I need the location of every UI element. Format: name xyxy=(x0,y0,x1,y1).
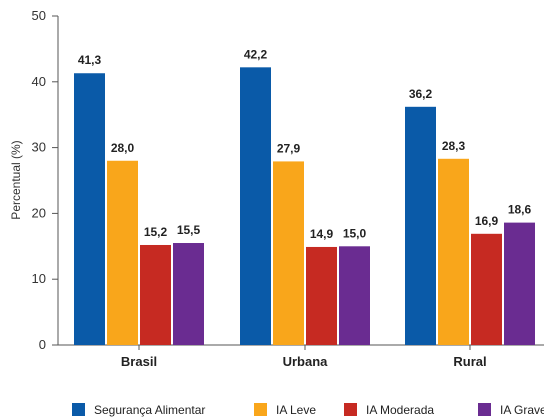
x-category-label: Urbana xyxy=(283,354,329,369)
legend-label: IA Grave xyxy=(500,403,544,417)
x-category-label: Brasil xyxy=(121,354,157,369)
bar-data-label: 14,9 xyxy=(310,227,334,241)
bar-data-label: 15,2 xyxy=(144,225,168,239)
bar xyxy=(504,222,535,345)
bar-data-label: 27,9 xyxy=(277,141,301,155)
x-axis: Brasil Urbana Rural xyxy=(58,344,544,369)
bar-data-label: 16,9 xyxy=(475,214,499,228)
bar xyxy=(173,243,204,345)
bar-data-label: 18,6 xyxy=(508,203,532,217)
bar xyxy=(438,158,469,345)
bar xyxy=(107,160,138,345)
legend-swatch xyxy=(478,403,491,416)
y-tick-label: 10 xyxy=(32,271,46,286)
y-tick-label: 20 xyxy=(32,205,46,220)
bar-data-label: 15,0 xyxy=(343,226,367,240)
bar xyxy=(306,246,337,345)
y-axis-label: Percentual (%) xyxy=(9,140,23,219)
bars-group: 41,3 28,0 15,2 15,5 42,2 27,9 14,9 15,0 36,2 28,3… xyxy=(74,47,535,345)
legend-label: Segurança Alimentar xyxy=(94,403,205,417)
y-tick-label: 30 xyxy=(32,140,46,155)
bar xyxy=(240,67,271,345)
bar-data-label: 36,2 xyxy=(409,87,433,101)
legend-swatch xyxy=(254,403,267,416)
legend-swatch xyxy=(72,403,85,416)
x-category-label: Rural xyxy=(453,354,486,369)
legend-swatch xyxy=(344,403,357,416)
bar xyxy=(339,246,370,345)
y-axis: 0 10 20 30 40 50 xyxy=(32,8,59,352)
bar-data-label: 41,3 xyxy=(78,53,102,67)
bar-data-label: 42,2 xyxy=(244,47,268,61)
y-tick-label: 0 xyxy=(39,337,46,352)
bar xyxy=(140,244,171,345)
legend-label: IA Moderada xyxy=(366,403,434,417)
legend-label: IA Leve xyxy=(276,403,316,417)
bar xyxy=(471,233,502,345)
bar-data-label: 28,0 xyxy=(111,141,135,155)
legend: Segurança Alimentar IA Leve IA Moderada IA … xyxy=(72,403,544,417)
bar xyxy=(405,106,436,345)
bar xyxy=(74,73,105,345)
y-tick-label: 50 xyxy=(32,8,46,23)
bar-data-label: 15,5 xyxy=(177,223,201,237)
bar-data-label: 28,3 xyxy=(442,139,466,153)
y-tick-label: 40 xyxy=(32,74,46,89)
bar xyxy=(273,161,304,345)
